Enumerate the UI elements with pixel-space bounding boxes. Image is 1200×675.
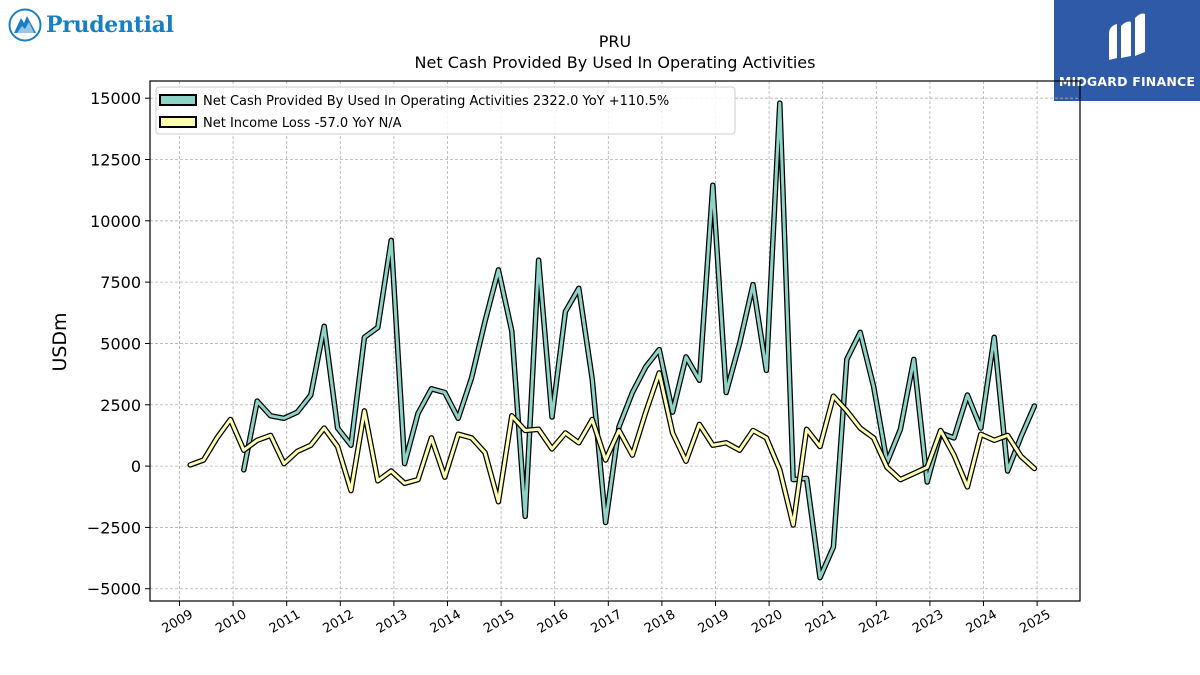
x-tick-label: 2025 (1017, 607, 1053, 637)
legend-label-2: Net Income Loss -57.0 YoY N/A (203, 116, 402, 131)
x-tick-label: 2018 (642, 607, 678, 637)
legend-label-1: Net Cash Provided By Used In Operating A… (203, 94, 669, 109)
series-1-line (242, 101, 1036, 580)
x-tick-label: 2016 (535, 607, 571, 637)
y-tick-label: −2500 (87, 518, 141, 537)
y-tick-label: 12500 (90, 150, 141, 169)
plot-frame (149, 80, 1081, 602)
x-tick-label: 2015 (481, 607, 517, 637)
x-tick-label: 2012 (320, 607, 356, 637)
legend: Net Cash Provided By Used In Operating A… (155, 86, 736, 135)
axes: −5000 −2500 0 2500 5000 7500 10000 12500 15000 20… (87, 80, 1081, 637)
x-tick-label: 2014 (428, 607, 464, 637)
y-tick-label: 15000 (90, 89, 141, 108)
chart-title: PRU (599, 32, 631, 51)
y-tick-label: 10000 (90, 212, 141, 231)
x-tick-label: 2017 (588, 607, 624, 637)
legend-swatch-2 (159, 116, 197, 128)
x-tick-label: 2009 (160, 607, 196, 637)
x-tick-label: 2021 (803, 607, 839, 637)
legend-box (155, 86, 736, 135)
y-tick-label: 0 (131, 457, 141, 476)
x-tick-label: 2024 (964, 607, 1000, 637)
series-lines (187, 100, 1038, 581)
x-tick-label: 2011 (267, 607, 303, 637)
prudential-wordmark: Prudential (46, 12, 174, 38)
midgard-finance-badge: MIDGARD FINANCE (1054, 0, 1200, 101)
y-tick-label: −5000 (87, 580, 141, 599)
series-1-outline (241, 100, 1038, 581)
chart-subtitle: Net Cash Provided By Used In Operating A… (415, 53, 816, 72)
prudential-logo: Prudential (8, 8, 174, 42)
legend-swatch-1 (159, 94, 197, 106)
grid-lines (150, 81, 1080, 601)
x-tick-label: 2022 (856, 607, 892, 637)
series-2-line (188, 371, 1036, 527)
y-tick-label: 7500 (100, 273, 141, 292)
y-tick-label: 5000 (100, 334, 141, 353)
y-tick-label: 2500 (100, 396, 141, 415)
x-tick-label: 2019 (696, 607, 732, 637)
x-tick-label: 2010 (213, 607, 249, 637)
x-tick-label: 2020 (749, 607, 785, 637)
midgard-finance-logo-icon (1109, 13, 1145, 60)
x-tick-label: 2013 (374, 607, 410, 637)
prudential-rock-logo-icon (8, 8, 42, 42)
x-tick-label: 2023 (910, 607, 946, 637)
y-axis-label: USDm (49, 312, 71, 371)
midgard-finance-wordmark: MIDGARD FINANCE (1058, 74, 1196, 89)
